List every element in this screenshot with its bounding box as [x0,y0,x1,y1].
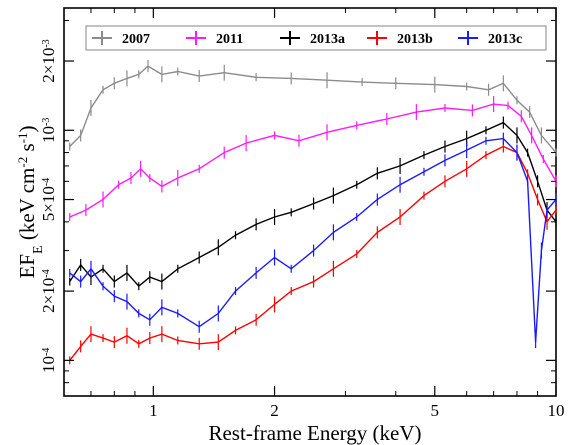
series-line-2013b [69,145,557,361]
legend: 2007 2011 2013a 2013b 2013c [85,25,547,51]
legend-item-2013a: 2013a [280,31,345,47]
y-tick-label-4: 2×10-3 [39,39,58,82]
legend-item-2013c: 2013c [458,31,522,47]
series-2013b [69,140,557,365]
legend-items: 2007 2011 2013a 2013b 2013c [92,31,522,47]
y-axis-label-base: EF [15,254,39,279]
y-axis-label-sub: E [31,245,46,254]
y-axis-label-unit-open: (keV cm [15,168,39,246]
y-axis-label-unit-mid: s [15,143,39,156]
tick-layer: 1 2 5 10 10-4 2×10-4 5×10-4 10-3 2×10-3 [39,8,565,420]
y-axis-label-unit-close: ) [15,126,39,133]
y-axis-label: EFE (keV cm-2 s-1) [15,126,46,279]
y-axis-label-exp1: -2 [15,157,30,168]
plot-frame [63,7,557,397]
legend-item-2011: 2011 [186,31,243,47]
legend-label-2011: 2011 [216,32,243,47]
legend-label-2007: 2007 [122,32,150,47]
series-line-2011 [69,103,557,218]
x-tick-label-1: 2 [270,401,279,420]
series-layer [69,60,557,365]
series-line-2013a [69,121,557,288]
y-tick-label-2: 5×10-4 [39,178,58,221]
series-2007 [69,60,557,157]
series-2011 [69,96,557,221]
y-axis-label-exp2: -1 [15,133,30,144]
y-tick-label-0: 10-4 [39,348,58,373]
legend-label-2013a: 2013a [310,32,345,47]
series-line-2007 [69,65,557,154]
legend-item-2013b: 2013b [367,31,433,47]
x-tick-label-0: 1 [149,401,158,420]
series-line-2013c [69,137,557,343]
x-axis-label: Rest-frame Energy (keV) [208,421,421,445]
x-tick-label-3: 10 [548,401,565,420]
y-tick-label-1: 2×10-4 [39,269,58,312]
x-tick-label-2: 5 [431,401,440,420]
series-2013c [69,132,557,349]
y-tick-label-3: 10-3 [39,118,58,143]
legend-label-2013b: 2013b [397,32,433,47]
legend-label-2013c: 2013c [488,32,522,47]
legend-item-2007: 2007 [92,31,150,47]
